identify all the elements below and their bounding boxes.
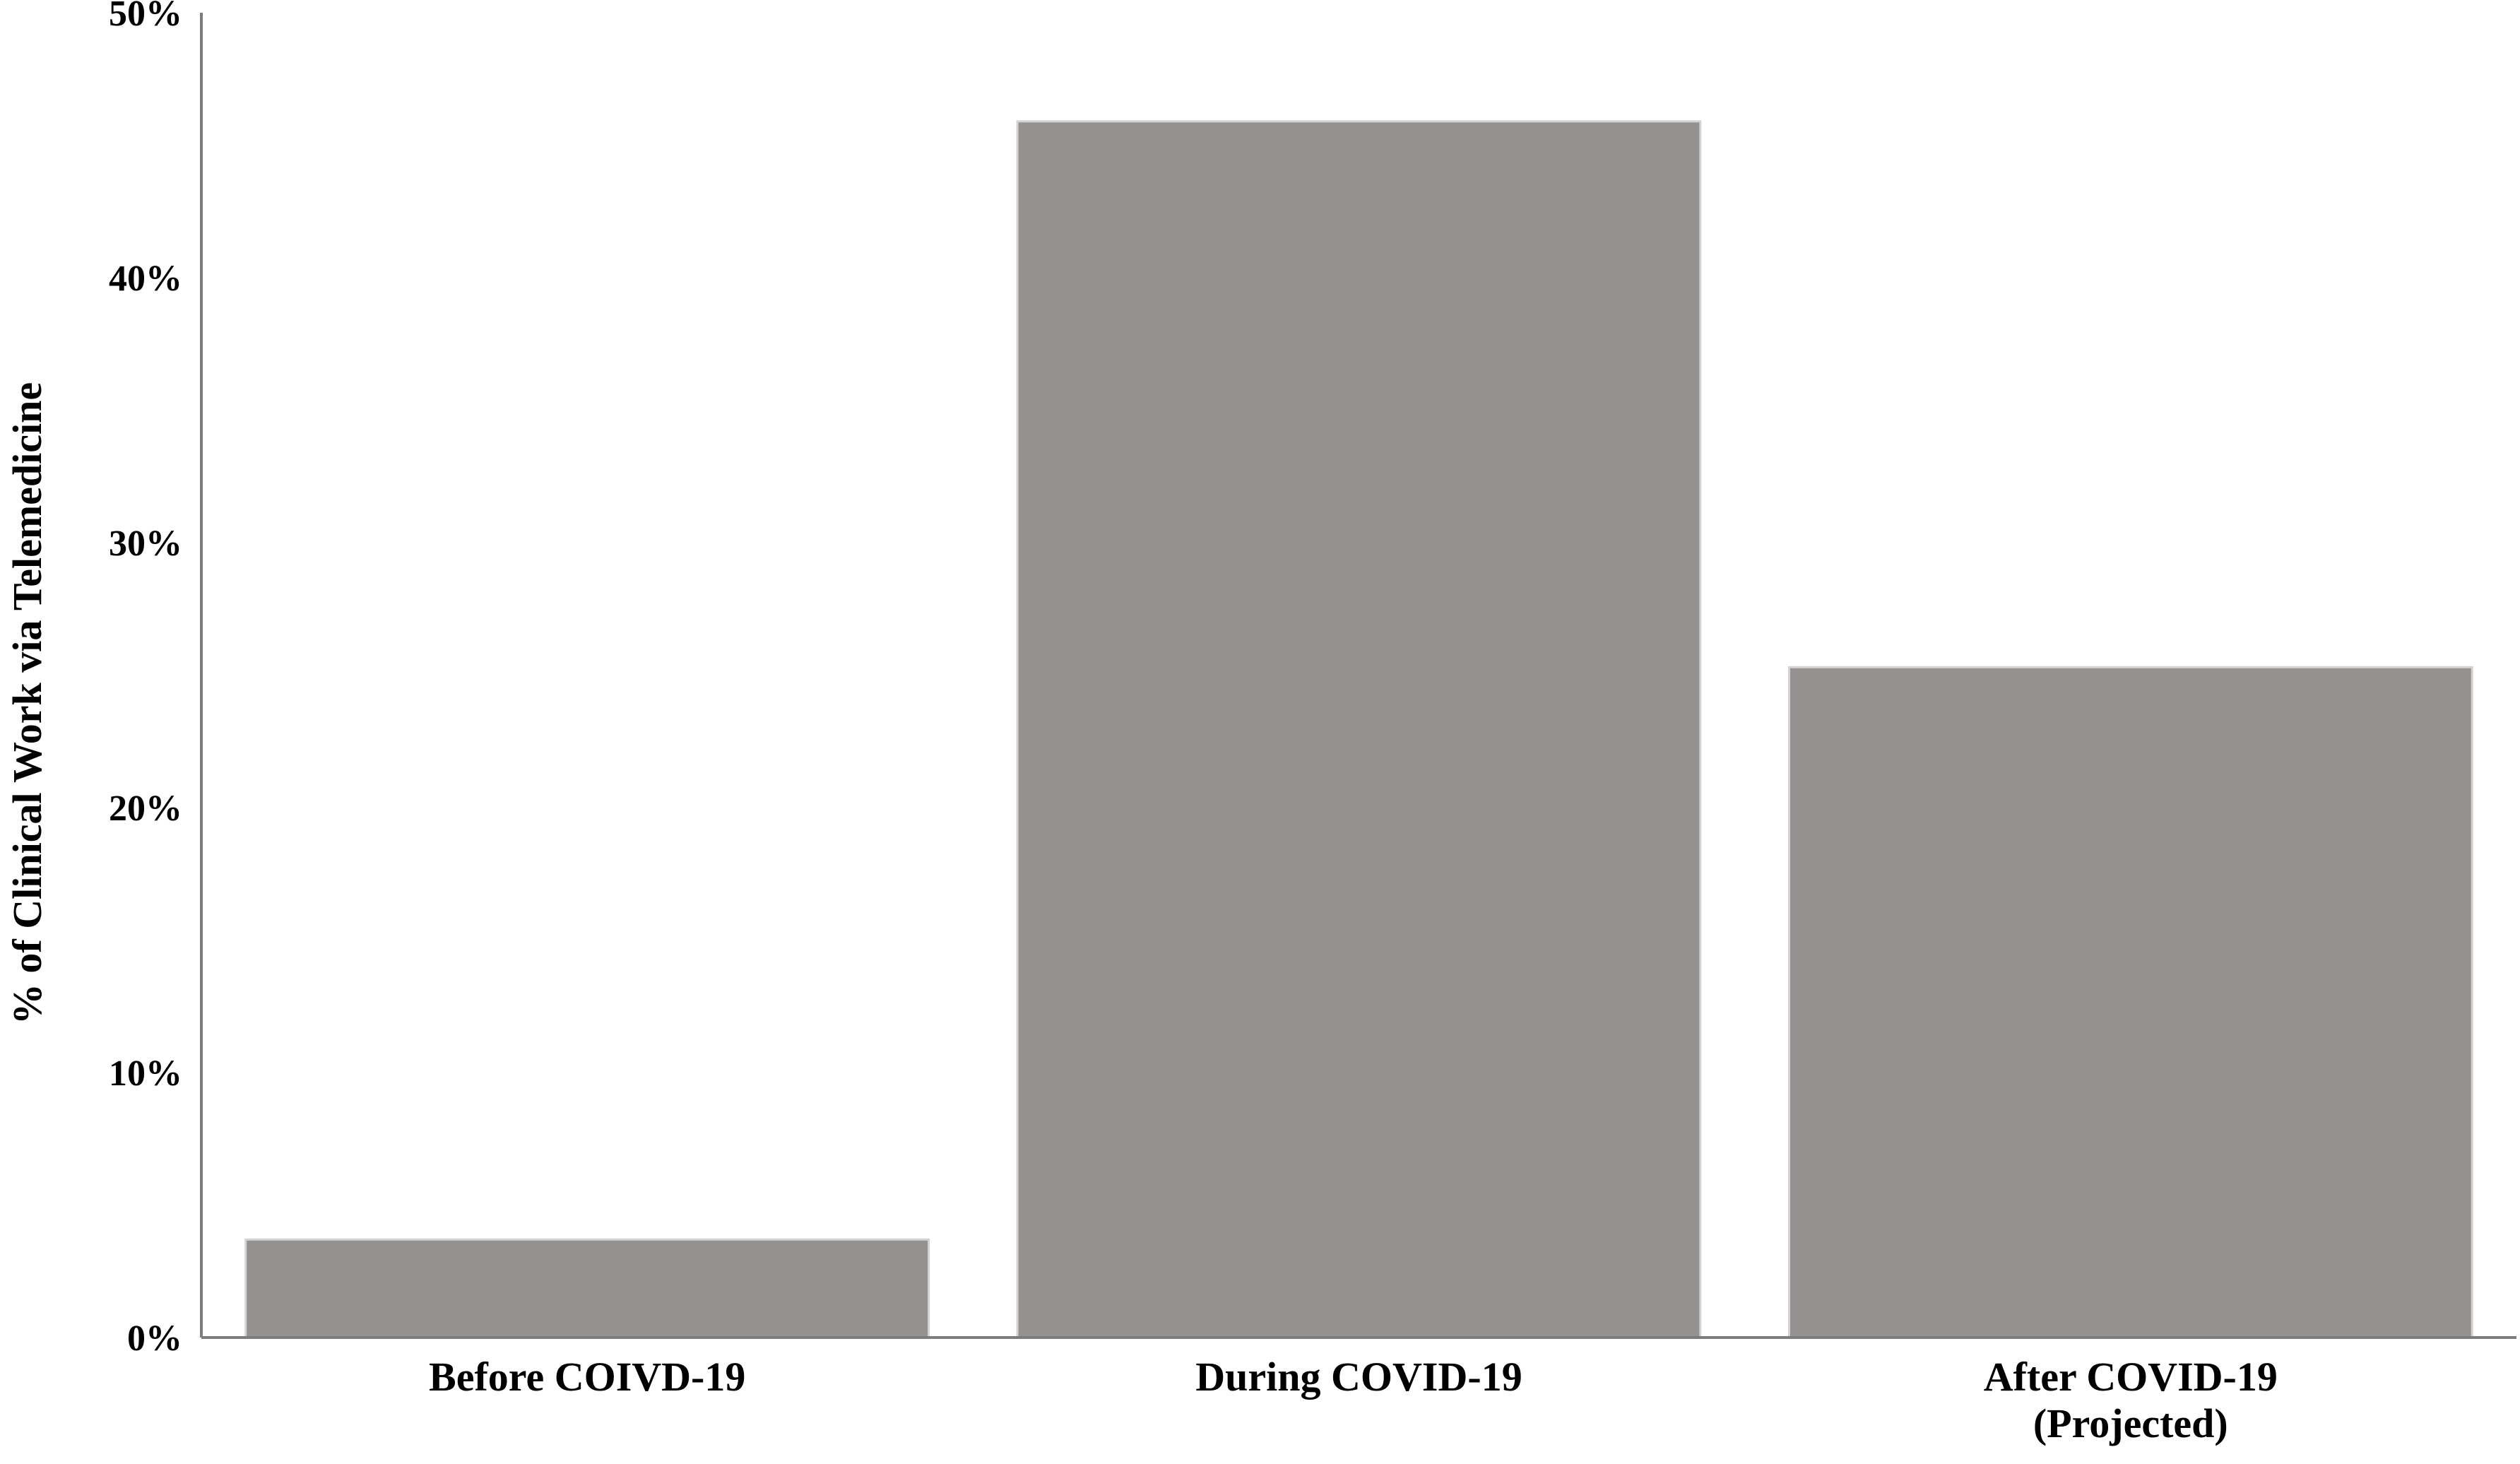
y-axis-label: % of Clinical Work via Telemedicine <box>4 382 50 1025</box>
x-tick-label: During COVID-19 <box>1195 1354 1522 1400</box>
x-tick-label: Before COIVD-19 <box>429 1354 745 1400</box>
axes-group <box>200 13 2516 1339</box>
bars-group <box>244 120 2473 1339</box>
y-tick-label: 40% <box>109 259 182 299</box>
y-tick-label: 50% <box>109 0 182 34</box>
y-tick-label: 10% <box>109 1053 182 1094</box>
x-tick-label: After COVID-19 (Projected) <box>1984 1354 2278 1446</box>
bar-1 <box>1016 120 1702 1339</box>
y-tick-label: 0% <box>127 1318 182 1359</box>
y-tick-label: 20% <box>109 789 182 829</box>
y-tick-labels: 0% 10% 20% 30% 40% 50% <box>109 0 182 1359</box>
bar-0 <box>244 1238 930 1339</box>
y-tick-label: 30% <box>109 524 182 564</box>
x-tick-labels: Before COIVD-19 During COVID-19 After COVI… <box>429 1354 2278 1446</box>
bar-2 <box>1788 666 2473 1339</box>
